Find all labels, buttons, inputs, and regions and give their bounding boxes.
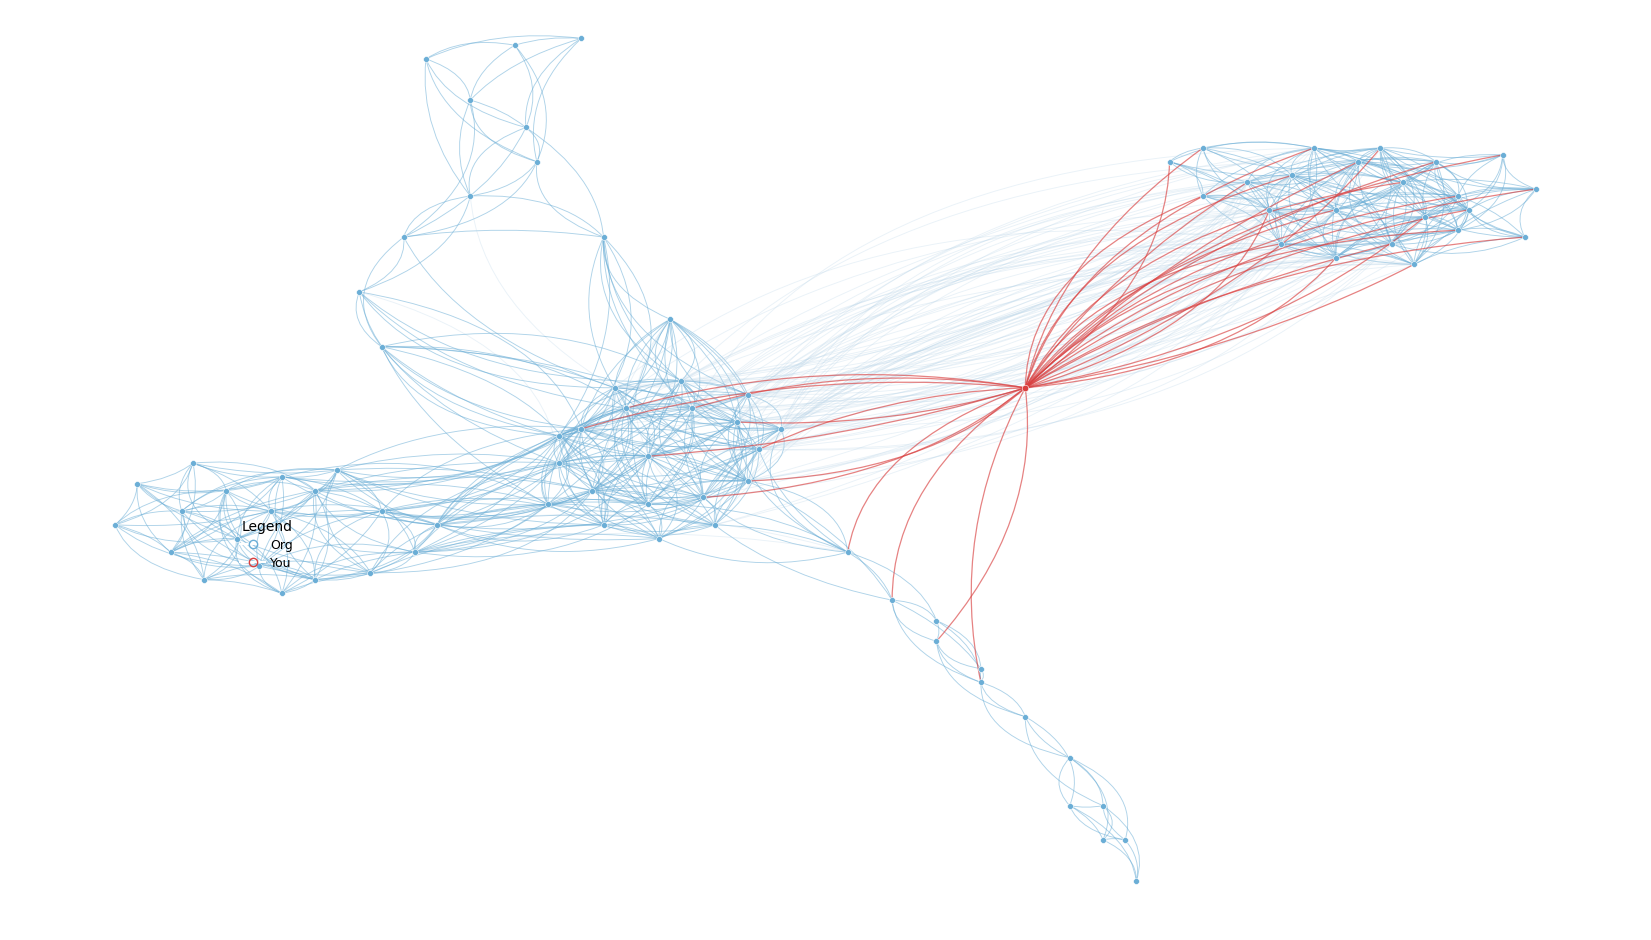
Point <box>1512 229 1539 244</box>
Point <box>1301 140 1327 155</box>
Point <box>302 483 329 498</box>
Point <box>657 312 684 327</box>
Point <box>269 586 296 601</box>
Point <box>213 483 239 498</box>
Point <box>1190 188 1217 203</box>
Point <box>768 421 794 436</box>
Point <box>269 469 296 484</box>
Point <box>1012 709 1038 724</box>
Point <box>258 504 284 519</box>
Point <box>246 558 272 573</box>
Point <box>591 229 617 244</box>
Point <box>157 544 183 559</box>
Point <box>1390 175 1417 190</box>
Point <box>591 517 617 532</box>
Point <box>168 504 195 519</box>
Point <box>1456 202 1483 217</box>
Point <box>735 474 761 489</box>
Point <box>391 229 418 244</box>
Point <box>1379 237 1405 252</box>
Point <box>580 483 606 498</box>
Point <box>102 517 129 532</box>
Point <box>568 31 594 46</box>
Point <box>180 456 206 471</box>
Point <box>613 400 639 415</box>
Point <box>1113 833 1139 848</box>
Point <box>1445 188 1471 203</box>
Point <box>702 517 728 532</box>
Point <box>124 477 150 492</box>
Point <box>923 634 949 649</box>
Point <box>225 531 251 546</box>
Point <box>679 400 705 415</box>
Point <box>1123 873 1149 888</box>
Point <box>878 592 905 607</box>
Point <box>1190 140 1217 155</box>
Point <box>1412 209 1438 224</box>
Point <box>1012 381 1038 396</box>
Point <box>735 387 761 402</box>
Point <box>1400 257 1426 272</box>
Point <box>646 531 672 546</box>
Point <box>546 429 573 444</box>
Point <box>1233 175 1260 190</box>
Point <box>302 572 329 588</box>
Point <box>1322 202 1349 217</box>
Point <box>1090 833 1116 848</box>
Legend: Org, You: Org, You <box>241 520 294 570</box>
Point <box>1423 154 1450 169</box>
Point <box>192 572 218 588</box>
Point <box>634 496 660 511</box>
Point <box>357 565 383 580</box>
Point <box>923 613 949 628</box>
Point <box>347 285 373 300</box>
Point <box>512 120 538 135</box>
Point <box>723 415 750 430</box>
Point <box>669 373 695 388</box>
Point <box>1346 154 1372 169</box>
Point <box>368 504 395 519</box>
Point <box>601 381 627 396</box>
Point <box>568 421 594 436</box>
Point <box>1268 237 1294 252</box>
Point <box>457 188 484 203</box>
Point <box>967 675 994 690</box>
Point <box>523 154 550 169</box>
Point <box>1156 154 1182 169</box>
Point <box>1489 148 1516 163</box>
Point <box>424 517 451 532</box>
Point <box>1322 250 1349 265</box>
Point <box>967 661 994 676</box>
Point <box>1057 750 1083 765</box>
Point <box>1445 223 1471 238</box>
Point <box>401 544 428 559</box>
Point <box>413 52 439 67</box>
Point <box>1090 798 1116 813</box>
Point <box>1256 202 1283 217</box>
Point <box>1057 798 1083 813</box>
Point <box>546 456 573 471</box>
Point <box>324 462 350 478</box>
Point <box>502 38 528 53</box>
Point <box>834 544 860 559</box>
Point <box>1367 140 1393 155</box>
Point <box>457 92 484 107</box>
Point <box>1522 181 1549 196</box>
Point <box>746 442 773 457</box>
Point <box>634 448 660 463</box>
Point <box>1278 168 1304 183</box>
Point <box>535 496 561 511</box>
Point <box>368 339 395 354</box>
Point <box>690 490 717 505</box>
